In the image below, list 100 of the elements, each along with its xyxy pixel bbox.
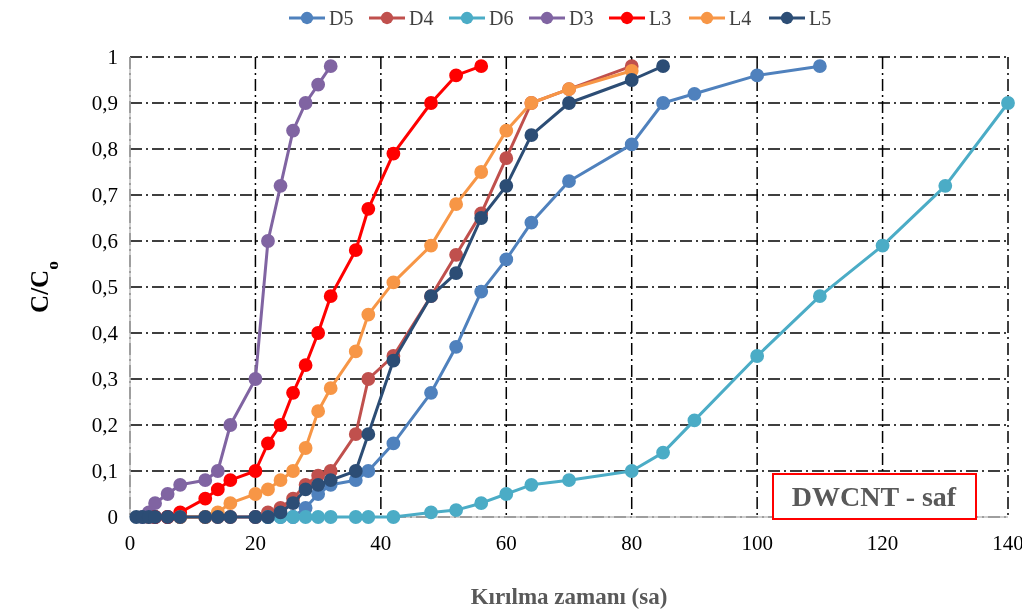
point xyxy=(173,477,188,492)
point xyxy=(474,59,489,74)
y-tick-label: 0,7 xyxy=(91,183,118,208)
point xyxy=(286,123,300,138)
point xyxy=(273,505,288,520)
point xyxy=(449,247,464,262)
point xyxy=(750,349,765,363)
point xyxy=(449,68,464,83)
x-tick-label: 0 xyxy=(124,531,136,555)
point xyxy=(361,372,376,386)
point xyxy=(261,482,275,497)
point xyxy=(348,427,363,442)
annotation: DWCNT - saf xyxy=(791,481,957,512)
point xyxy=(624,464,639,478)
point xyxy=(248,487,263,501)
point xyxy=(656,96,670,110)
legend-label: D6 xyxy=(489,7,514,29)
point xyxy=(348,464,363,478)
point xyxy=(198,491,213,506)
x-tick-label: 60 xyxy=(495,531,517,555)
point xyxy=(298,358,313,373)
point xyxy=(499,178,514,193)
point xyxy=(474,211,489,225)
point xyxy=(223,473,238,488)
point xyxy=(160,487,175,501)
point xyxy=(311,326,326,340)
point xyxy=(261,234,275,248)
point xyxy=(311,77,326,92)
y-tick-label: 0,9 xyxy=(91,91,118,116)
y-tick-label: 0,5 xyxy=(91,275,118,300)
y-tick-label: 0,4 xyxy=(91,321,119,346)
point xyxy=(424,505,438,520)
point xyxy=(656,445,670,460)
point xyxy=(273,418,288,432)
point xyxy=(386,510,401,524)
point xyxy=(323,59,338,74)
point xyxy=(248,372,263,386)
point xyxy=(261,436,275,451)
y-tick-label: 0,1 xyxy=(91,459,118,484)
point xyxy=(449,503,464,517)
point xyxy=(687,413,702,428)
x-tick-label: 20 xyxy=(244,531,266,555)
point xyxy=(148,496,162,511)
y-tick-label: 0,8 xyxy=(91,137,118,162)
point xyxy=(361,464,376,478)
point xyxy=(449,197,464,212)
x-tick-label: 120 xyxy=(866,531,899,555)
point xyxy=(474,284,489,299)
point xyxy=(286,496,300,511)
point xyxy=(499,151,514,166)
point xyxy=(311,510,326,524)
y-tick-label: 0,2 xyxy=(91,413,118,438)
point xyxy=(273,473,288,488)
point xyxy=(750,68,765,83)
x-tick-label: 100 xyxy=(741,531,773,555)
point xyxy=(298,510,313,524)
point xyxy=(499,487,514,501)
point xyxy=(812,59,827,74)
point xyxy=(875,238,890,253)
point xyxy=(323,381,338,396)
point xyxy=(298,441,313,455)
point xyxy=(311,477,326,492)
legend-label: L3 xyxy=(649,7,672,29)
point xyxy=(361,201,376,216)
point xyxy=(210,482,225,497)
point xyxy=(474,496,489,511)
point xyxy=(210,464,225,478)
point xyxy=(449,339,464,354)
legend-label: L5 xyxy=(809,7,832,29)
point xyxy=(424,238,438,253)
point xyxy=(938,178,953,193)
y-tick-label: 1 xyxy=(107,45,118,70)
point xyxy=(562,96,576,110)
point xyxy=(562,473,576,488)
point xyxy=(323,473,338,488)
legend-label: D3 xyxy=(569,7,594,29)
point xyxy=(474,165,489,179)
legend-label: D5 xyxy=(329,7,354,29)
x-tick-label: 40 xyxy=(370,531,392,555)
point xyxy=(323,289,338,304)
point xyxy=(348,510,363,524)
point xyxy=(499,123,514,138)
point xyxy=(286,385,300,400)
point xyxy=(624,137,639,152)
point xyxy=(386,353,401,368)
point xyxy=(499,252,514,267)
point xyxy=(386,146,401,161)
point xyxy=(223,496,238,511)
point xyxy=(298,96,313,110)
point xyxy=(348,243,363,258)
point xyxy=(424,385,438,400)
point xyxy=(361,510,376,524)
legend-label: D4 xyxy=(409,7,434,29)
point xyxy=(386,436,401,451)
point xyxy=(386,275,401,290)
point xyxy=(524,215,539,230)
y-tick-label: 0 xyxy=(107,505,118,530)
point xyxy=(812,289,827,304)
legend-label: L4 xyxy=(729,7,752,29)
x-axis-title: Kırılma zamanı (sa) xyxy=(470,584,668,609)
